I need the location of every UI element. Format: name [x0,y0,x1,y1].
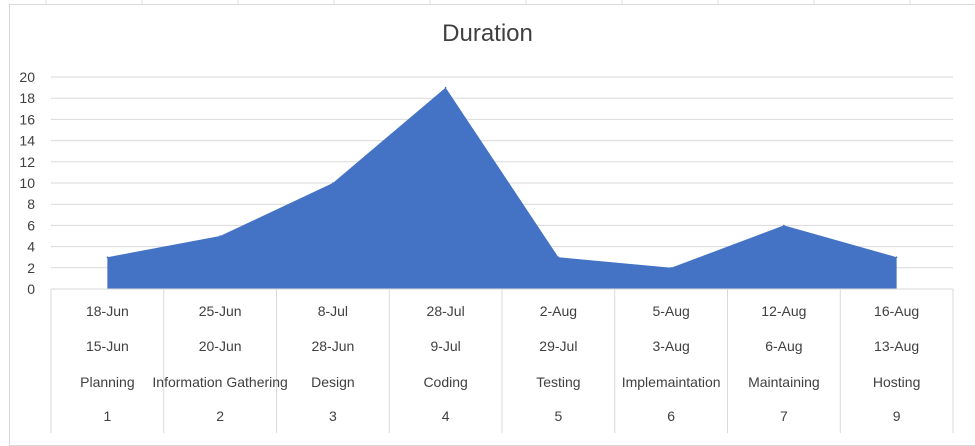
data-point [895,256,898,259]
category-label-start: 12-Aug [761,303,806,319]
data-point [557,256,560,259]
data-point [106,256,109,259]
category-label-number: 5 [554,408,562,424]
chart-title: Duration [442,20,533,47]
category-label-task: Hosting [873,374,920,390]
data-point [783,224,785,227]
category-label-end: 9-Jul [430,338,460,354]
category-label-start: 28-Jul [427,303,465,319]
category-label-end: 6-Aug [765,338,802,354]
y-tick-label: 8 [27,196,35,212]
y-tick-label: 16 [19,111,35,127]
category-label-start: 18-Jun [86,303,129,319]
category-label-end: 13-Aug [874,338,919,354]
category-label-start: 25-Jun [199,303,242,319]
category-label-task: Testing [536,374,580,390]
category-label-end: 15-Jun [86,338,129,354]
y-tick-label: 2 [27,260,35,276]
y-tick-label: 20 [19,69,35,85]
category-label-number: 9 [893,408,901,424]
category-label-start: 2-Aug [540,303,577,319]
area-series [107,87,897,289]
category-label-task: Design [311,374,355,390]
category-label-number: 4 [442,408,450,424]
data-point [332,182,334,184]
category-label-end: 28-Jun [311,338,354,354]
category-label-end: 20-Jun [199,338,242,354]
category-label-number: 3 [329,408,337,424]
category-label-start: 5-Aug [652,303,689,319]
category-label-task: Planning [80,374,135,390]
y-tick-label: 18 [19,90,35,106]
y-tick-label: 0 [27,281,35,297]
category-label-task: Implemaintation [622,374,721,390]
category-label-number: 7 [780,408,788,424]
y-tick-label: 12 [19,154,35,170]
data-point [219,235,221,237]
y-tick-label: 14 [19,133,35,149]
category-label-task: Maintaining [748,374,820,390]
category-label-number: 2 [216,408,224,424]
category-label-start: 8-Jul [318,303,348,319]
y-tick-label: 4 [27,239,35,255]
category-label-start: 16-Aug [874,303,919,319]
category-label-end: 3-Aug [652,338,689,354]
y-tick-label: 6 [27,217,35,233]
data-point [670,267,672,269]
data-point [444,86,447,89]
y-tick-label: 10 [19,175,35,191]
category-label-number: 1 [103,408,111,424]
category-label-task: Information Gathering [152,374,287,390]
category-label-task: Coding [423,374,467,390]
category-label-number: 6 [667,408,675,424]
category-label-end: 29-Jul [539,338,577,354]
